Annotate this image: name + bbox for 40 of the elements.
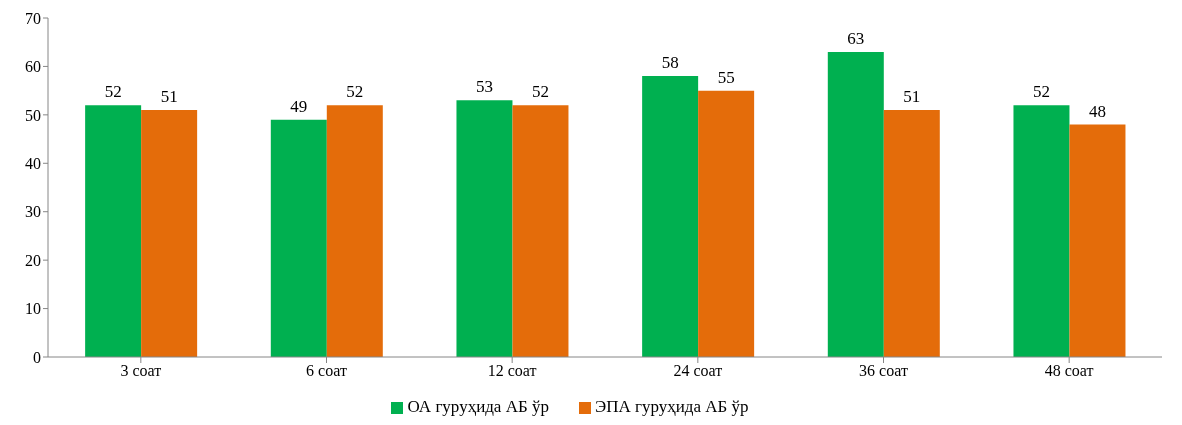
data-label: 52 [346, 82, 364, 102]
x-tick-label: 48 соат [1044, 362, 1094, 380]
y-tick-label: 70 [25, 9, 41, 27]
y-tick-label: 30 [25, 203, 41, 221]
y-tick-label: 10 [25, 300, 41, 318]
y-tick-label: 60 [25, 58, 41, 76]
y-tick-label: 40 [25, 154, 41, 172]
x-tick-label: 36 соат [859, 362, 908, 380]
x-tick-label: 6 соат [306, 362, 347, 380]
data-label: 48 [1088, 101, 1106, 121]
data-label: 52 [104, 82, 122, 102]
bar [1069, 124, 1126, 357]
bar [827, 51, 884, 357]
x-tick-label: 3 соат [120, 362, 162, 380]
data-label: 63 [847, 28, 865, 48]
data-label: 51 [160, 87, 178, 107]
bar [326, 105, 383, 357]
y-tick-label: 0 [33, 348, 41, 366]
bar [642, 76, 699, 357]
data-label: 52 [1032, 82, 1050, 102]
data-label: 49 [290, 96, 308, 116]
y-tick-label: 50 [25, 106, 41, 124]
bar [512, 105, 569, 357]
data-label: 52 [531, 82, 549, 102]
data-label: 58 [661, 53, 679, 73]
data-label: 51 [903, 87, 921, 107]
bar [141, 110, 198, 357]
legend-label: ОА гуруҳида АБ ўр [407, 397, 549, 416]
bar [698, 90, 755, 357]
bar [270, 119, 327, 357]
y-tick-label: 20 [25, 251, 41, 269]
bar [1013, 105, 1070, 357]
x-tick-label: 12 соат [487, 362, 537, 380]
legend-label: ЭПА гуруҳида АБ ўр [594, 397, 749, 416]
x-tick-label: 24 соат [673, 362, 723, 380]
data-label: 55 [717, 67, 735, 87]
bar [883, 110, 940, 357]
data-label: 53 [475, 77, 493, 97]
bar [85, 105, 142, 357]
bar [456, 100, 513, 357]
